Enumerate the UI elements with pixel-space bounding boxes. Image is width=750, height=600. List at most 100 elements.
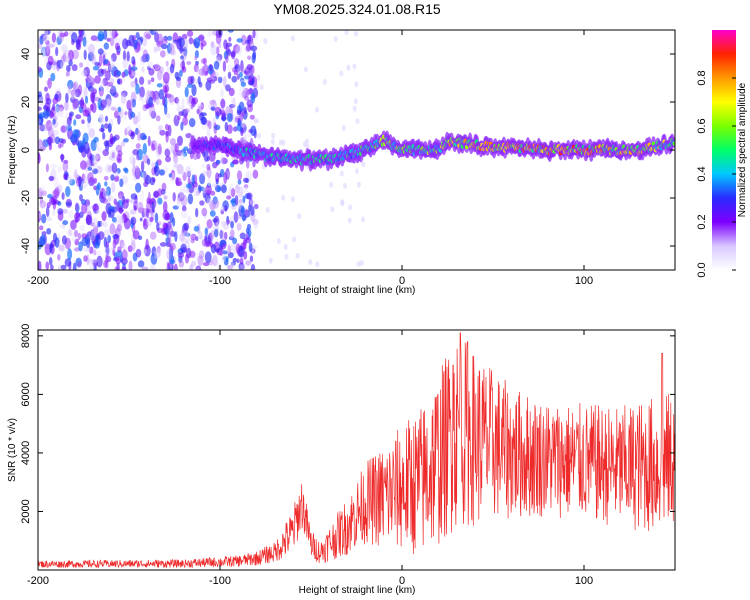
spectrogram-cell (44, 86, 48, 92)
spectrogram-cell (253, 203, 259, 210)
spectrogram-cell (315, 261, 320, 268)
spectrogram-cell (227, 71, 232, 80)
spectrogram-cell (203, 150, 209, 163)
spectrogram-x-ticks: -200 -100 0 100 (27, 30, 593, 287)
spectrogram-cell (178, 37, 185, 48)
spectrogram-cell (214, 124, 221, 131)
spectrogram-cell (157, 69, 163, 81)
spectrogram-cell (149, 216, 154, 223)
colorbar-ticks: 0.0 0.2 0.4 0.6 0.8 (696, 70, 736, 278)
spectrogram-cell (97, 48, 104, 55)
spectrogram-cell (212, 196, 218, 205)
spectrogram-cell (122, 38, 129, 50)
spectrogram-cell (359, 260, 364, 266)
spectrogram-cell (142, 135, 148, 140)
spectrogram-cell (189, 250, 196, 258)
spectrogram-cell (186, 83, 194, 88)
spectrogram-cell (193, 63, 199, 73)
snr-panel: -200 -100 0 100 2000 4000 6000 8000 Height of … (7, 324, 676, 596)
spectrogram-cell (105, 94, 112, 106)
spectrogram-cell (111, 151, 115, 159)
spectrogram-cell (74, 169, 78, 178)
spectrogram-cell (47, 77, 52, 89)
spectrogram-cell (181, 98, 185, 110)
spectrogram-cell (85, 214, 92, 225)
spectrogram-cell (46, 216, 52, 222)
spectrogram-cell (353, 30, 358, 37)
spectrogram-cell (42, 34, 50, 44)
spectrogram-cell (297, 213, 302, 220)
spectrogram-cell (145, 94, 150, 103)
spectrogram-cell (140, 46, 144, 52)
spectrogram-cell (60, 264, 67, 270)
spectrogram-cell (51, 32, 57, 43)
spectrogram-cell (205, 184, 212, 195)
spectrogram-cell (212, 198, 220, 209)
spectrogram-cell (83, 247, 90, 252)
spectrogram-cell (42, 123, 50, 132)
spectrogram-cell (185, 165, 192, 177)
spectrogram-cell (361, 216, 366, 223)
spectrogram-cell (75, 137, 80, 146)
spectrogram-cell (151, 143, 156, 152)
spectrogram-cell (69, 111, 74, 117)
spectrogram-cell (53, 129, 59, 136)
spectrogram-cell (52, 103, 56, 112)
spectrogram-cell (150, 110, 157, 119)
spectrogram-cell (56, 59, 64, 69)
spectrogram-cell (117, 106, 122, 113)
spectrogram-cell (86, 158, 91, 168)
spectrogram-cell (143, 171, 147, 178)
spectrogram-cell (105, 70, 111, 81)
spectrogram-cell (53, 176, 59, 189)
spectrogram-cell (196, 266, 200, 270)
spectrogram-cell (38, 210, 42, 223)
spectrogram-cell (124, 126, 132, 135)
spectrogram-cell (65, 92, 69, 103)
spectrogram-cell (105, 140, 110, 152)
snr-series-line (38, 332, 675, 569)
spectrogram-cell (215, 172, 220, 183)
spectrogram-cell (224, 231, 228, 240)
spectrogram-cell (81, 70, 88, 77)
spectrogram-cell (49, 163, 57, 169)
spectrogram-cell (70, 90, 77, 100)
spectrogram-cell (246, 192, 253, 200)
spectrogram-cell (83, 86, 88, 99)
spectrogram-cell (113, 198, 118, 205)
spectrogram-cell (173, 157, 179, 168)
spectrogram-cell (75, 114, 82, 120)
spectrogram-cell (206, 219, 213, 229)
spectrogram-cell (169, 96, 175, 106)
spectrogram-cell (149, 176, 155, 186)
spectrogram-y-tick-label: 40 (20, 48, 32, 60)
spectrogram-cell (142, 143, 147, 155)
spectrogram-cell (138, 36, 144, 43)
spectrogram-cell (253, 220, 258, 230)
spectrogram-cell (141, 66, 145, 73)
spectrogram-cell (284, 253, 289, 260)
snr-y-tick-label: 6000 (20, 382, 32, 406)
spectrogram-cell (168, 144, 175, 152)
spectrogram-cell (81, 237, 88, 247)
spectrogram-cell (102, 222, 108, 229)
spectrogram-cell (180, 169, 185, 176)
spectrogram-cell (116, 168, 121, 174)
spectrogram-cell (148, 96, 154, 108)
spectrogram-cell (361, 161, 366, 168)
spectrogram-cell (98, 54, 103, 67)
spectrogram-cell (135, 248, 142, 258)
spectrogram-cell (343, 182, 347, 189)
spectrogram-cell (170, 40, 176, 49)
spectrogram-cell (83, 66, 90, 77)
spectrogram-cell (141, 266, 149, 270)
spectrogram-cell (196, 191, 201, 196)
spectrogram-cell (111, 53, 117, 62)
spectrogram-cell (322, 78, 327, 85)
spectrogram-cell (187, 76, 193, 85)
spectrogram-cell (357, 181, 361, 188)
spectrogram-cell (39, 225, 44, 231)
spectrogram-cell (130, 131, 135, 140)
spectrogram-cell (234, 64, 239, 70)
